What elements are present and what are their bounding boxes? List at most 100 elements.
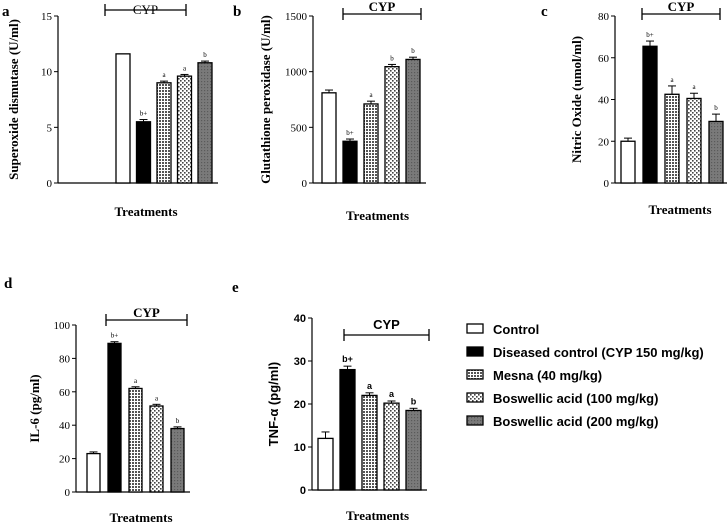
significance-label: b+ — [346, 129, 354, 137]
y-tick-label: 0 — [47, 178, 53, 190]
y-axis-label: Superoxide dismutase (U/ml) — [6, 19, 21, 180]
significance-label: a — [183, 64, 187, 72]
significance-label: b — [714, 104, 718, 112]
cyp-label: CYP — [133, 305, 160, 320]
cyp-label: CYP — [373, 317, 400, 332]
bar — [156, 82, 172, 184]
cyp-label: CYP — [668, 0, 695, 14]
bar — [339, 368, 356, 491]
y-tick-label: 40 — [59, 420, 71, 432]
bar — [107, 342, 122, 493]
y-tick-label: 10 — [41, 67, 53, 79]
significance-label: b — [176, 417, 180, 425]
bar — [128, 387, 143, 493]
chart-tnf-alpha: 0 10 20 30 40 TNF-α (pg/ml) Treatments b+ a a b CYP — [266, 313, 430, 523]
bar — [363, 103, 379, 184]
legend-swatch — [466, 346, 484, 357]
x-axis-label: Treatments — [109, 510, 172, 525]
bar — [384, 66, 400, 184]
y-tick-label: 1500 — [285, 11, 308, 23]
chart-glutathione-peroxidase: 0 500 1000 1500 Glutathione peroxidase (U/ml… — [258, 0, 426, 223]
bar — [317, 437, 334, 491]
legend-label: Control — [493, 322, 539, 337]
y-tick-label: 0 — [604, 178, 610, 190]
legend-swatch — [466, 369, 484, 380]
y-tick-label: 40 — [294, 313, 306, 325]
legend-label: Boswellic acid (200 mg/kg) — [493, 414, 658, 429]
bar — [405, 58, 421, 184]
significance-label: a — [692, 83, 696, 91]
y-tick-label: 60 — [598, 53, 610, 65]
bar — [686, 97, 702, 184]
bar — [342, 140, 358, 184]
panel-letter-b: b — [233, 4, 241, 20]
bar — [405, 409, 422, 491]
y-tick-label: 20 — [294, 399, 306, 411]
bar — [664, 93, 680, 184]
panel-letter-a: a — [2, 4, 10, 20]
chart-il6: 0 20 40 60 80 100 IL-6 (pg/ml) Treatments b+ a a b C… — [27, 305, 190, 525]
significance-label: a — [155, 394, 159, 402]
legend-label: Diseased control (CYP 150 mg/kg) — [493, 345, 704, 360]
x-axis-label: Treatments — [346, 208, 409, 223]
significance-label: b+ — [140, 110, 148, 118]
significance-label: a — [162, 71, 166, 79]
legend-label: Mesna (40 mg/kg) — [493, 368, 602, 383]
bar — [86, 452, 101, 493]
y-axis-label: TNF-α (pg/ml) — [266, 362, 281, 447]
significance-label: a — [367, 381, 373, 391]
bar — [176, 75, 193, 184]
panel-letter-c: c — [541, 4, 548, 20]
significance-label: b — [203, 51, 207, 59]
y-tick-label: 20 — [598, 136, 610, 148]
panel-letter-d: d — [4, 276, 13, 292]
x-axis-label: Treatments — [648, 202, 711, 217]
y-tick-label: 5 — [47, 122, 53, 134]
cyp-label: CYP — [369, 0, 396, 14]
panel-letter-e: e — [232, 280, 239, 296]
bar — [170, 427, 185, 493]
cyp-label: CYP — [133, 2, 158, 17]
y-axis-label: Nitric Oxide (umol/ml) — [569, 36, 584, 163]
x-axis-label: Treatments — [346, 508, 409, 523]
legend-swatch — [466, 392, 484, 403]
y-tick-label: 100 — [54, 320, 71, 332]
legend-swatch — [466, 415, 484, 426]
y-tick-label: 0 — [300, 485, 306, 497]
y-tick-label: 20 — [59, 454, 71, 466]
bar — [197, 62, 213, 184]
y-tick-label: 15 — [41, 11, 53, 23]
legend-label: Boswellic acid (100 mg/kg) — [493, 391, 658, 406]
bar — [620, 140, 636, 184]
bar — [115, 53, 131, 184]
significance-label: a — [389, 389, 395, 399]
significance-label: b+ — [646, 31, 654, 39]
bar — [642, 45, 658, 184]
y-tick-label: 0 — [65, 487, 71, 499]
y-tick-label: 30 — [294, 356, 306, 368]
significance-label: a — [134, 377, 138, 385]
x-axis-label: Treatments — [114, 204, 177, 219]
y-axis-label: Glutathione peroxidase (U/ml) — [258, 15, 273, 184]
legend: Control Diseased control (CYP 150 mg/kg) M… — [466, 322, 704, 429]
y-tick-label: 40 — [598, 95, 610, 107]
significance-label: b+ — [342, 354, 353, 364]
y-tick-label: 1000 — [285, 67, 308, 79]
y-tick-label: 60 — [59, 387, 71, 399]
bar — [321, 92, 337, 184]
significance-label: b — [411, 396, 417, 406]
significance-label: b — [411, 47, 415, 55]
chart-nitric-oxide: 0 20 40 60 80 Nitric Oxide (umol/ml) Treatment… — [569, 0, 727, 217]
y-axis-label: IL-6 (pg/ml) — [27, 374, 42, 442]
bar — [708, 120, 724, 184]
bar — [149, 405, 164, 493]
chart-superoxide-dismutase: 0 5 10 15 Superoxide dismutase (U/ml) Treatme… — [6, 2, 218, 219]
y-tick-label: 500 — [291, 122, 308, 134]
significance-label: a — [369, 91, 373, 99]
significance-label: b — [390, 54, 394, 62]
y-tick-label: 80 — [598, 11, 610, 23]
y-tick-label: 0 — [302, 178, 308, 190]
significance-label: b+ — [111, 332, 119, 340]
bar — [383, 402, 400, 491]
